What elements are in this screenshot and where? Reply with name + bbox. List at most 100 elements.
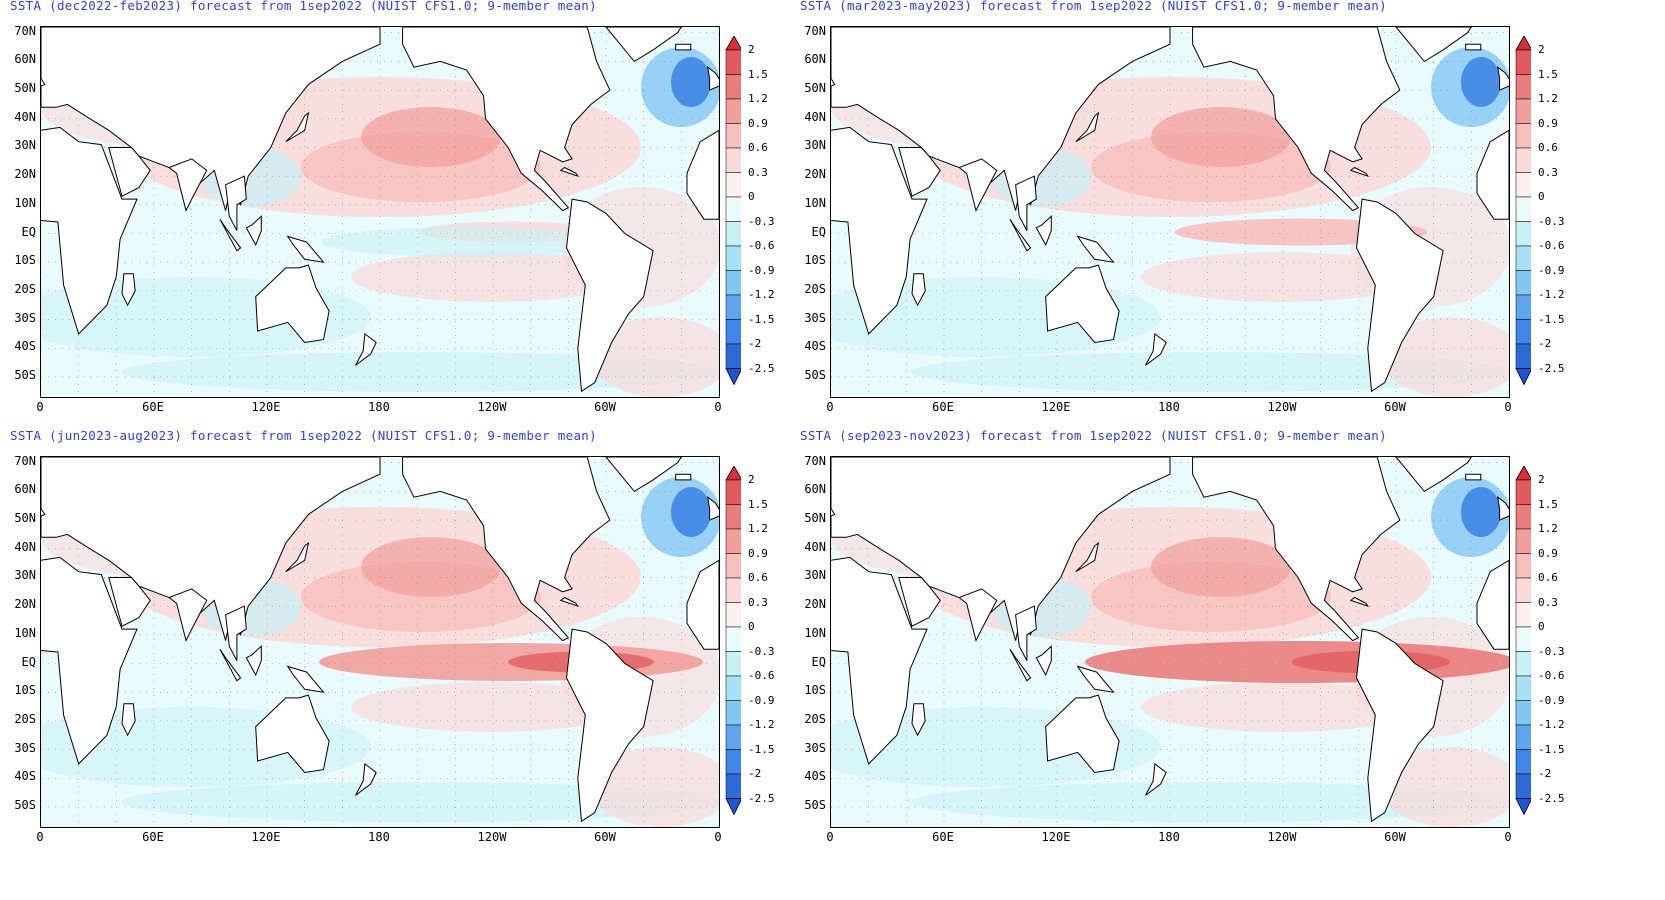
lon-tick-label: 120W [1267, 830, 1297, 844]
colorbar-segment [725, 270, 741, 296]
colorbar-segment [1515, 74, 1531, 100]
landmass-india [168, 588, 208, 643]
lon-tick-label: 0 [714, 400, 722, 414]
colorbar-label: -0.3 [748, 644, 775, 658]
landmass-africa2 [686, 559, 719, 650]
map-panel: SSTA (dec2022-feb2023) forecast from 1se… [0, 0, 830, 448]
colorbar-segment [1515, 343, 1531, 369]
landmass-australia [1045, 694, 1120, 774]
colorbar-label: 0.3 [748, 595, 768, 609]
lat-tick-label: 50N [14, 81, 36, 96]
lat-tick-label: 50N [14, 511, 36, 526]
landmass-arabia [898, 147, 941, 197]
colorbar [1515, 466, 1531, 816]
lat-tick-label: 70N [804, 453, 826, 468]
lon-tick-label: 180 [1158, 830, 1180, 844]
colorbar-label: 1.5 [1538, 67, 1558, 81]
colorbar-segment [1515, 651, 1531, 677]
landmass-eurasia [41, 27, 381, 211]
lon-tick-label: 180 [368, 830, 390, 844]
colorbar-label: 0.6 [1538, 141, 1558, 154]
colorbar-segment [1515, 724, 1531, 750]
lon-tick-label: 60E [142, 830, 164, 844]
lon-tick-label: 120E [1041, 830, 1071, 844]
colorbar-label: 1.5 [748, 67, 768, 81]
colorbar-label: -1.5 [1538, 742, 1565, 756]
colorbar-label: -1.2 [1538, 288, 1565, 301]
lon-tick-label: 120W [477, 400, 507, 414]
landmass-greenland [605, 27, 682, 63]
colorbar-label: -0.6 [1538, 239, 1565, 252]
lon-tick-label: 120E [251, 400, 281, 414]
landmass-borneo [245, 645, 262, 677]
colorbar-segment [1515, 479, 1531, 505]
colorbar-label: -1.5 [748, 312, 775, 326]
colorbar-segment [725, 700, 741, 726]
lat-tick-label: 30N [14, 138, 36, 153]
landmass-japan [1075, 541, 1100, 573]
landmass-png [286, 235, 325, 263]
lat-tick-label: 70N [14, 23, 36, 38]
landmass-png [1076, 235, 1115, 263]
lat-tick-label: 60N [14, 482, 36, 497]
colorbar-bottom-arrow [725, 368, 741, 386]
lon-tick-label: 180 [1158, 400, 1180, 414]
sst-anomaly-map [40, 456, 720, 828]
lat-tick-label: 20N [804, 167, 826, 182]
lon-tick-label: 60W [1384, 830, 1406, 844]
landmass-africa [41, 126, 138, 335]
panel-title: SSTA (sep2023-nov2023) forecast from 1se… [800, 428, 1387, 443]
lat-tick-label: 70N [14, 453, 36, 468]
landmass-arabia [108, 577, 151, 627]
landmass-borneo [245, 215, 262, 247]
landmass-australia [255, 694, 330, 774]
lat-tick-label: EQ [21, 654, 36, 669]
colorbar-segment [725, 724, 741, 750]
colorbar-label: 1.5 [748, 497, 768, 511]
lat-tick-label: 50S [804, 797, 826, 812]
landmass-iceland [1465, 473, 1482, 481]
landmass-cuba [1349, 596, 1370, 608]
lon-tick-label: 60E [932, 400, 954, 414]
colorbar-segment [725, 675, 741, 701]
colorbar-segment [1515, 98, 1531, 124]
colorbar-label: -0.6 [748, 669, 775, 682]
colorbar-segment [725, 577, 741, 603]
lat-tick-label: 60N [804, 482, 826, 497]
map-panel: SSTA (jun2023-aug2023) forecast from 1se… [0, 428, 830, 878]
colorbar-label: -0.3 [1538, 214, 1565, 228]
lat-tick-label: 20N [14, 167, 36, 182]
landmass-arabia [898, 577, 941, 627]
landmass-arabia [108, 147, 151, 197]
colorbar-segment [1515, 675, 1531, 701]
colorbar-label: -0.9 [1538, 693, 1565, 707]
colorbar-label: 0.9 [1538, 116, 1558, 130]
colorbar-label: 2 [748, 473, 755, 486]
lat-tick-label: 70N [804, 23, 826, 38]
lat-tick-label: 50S [14, 797, 36, 812]
lat-tick-label: 30N [804, 138, 826, 153]
colorbar-segment [725, 749, 741, 775]
map-canvas [831, 27, 1509, 397]
colorbar-segment [1515, 123, 1531, 149]
landmass-namerica [402, 457, 611, 642]
colorbar-segment [725, 221, 741, 247]
map-panel: SSTA (mar2023-may2023) forecast from 1se… [790, 0, 1620, 448]
landmass-india [168, 158, 208, 213]
colorbar-label: -1.2 [748, 718, 775, 731]
landmass-uk2 [706, 496, 719, 521]
lat-tick-label: 40N [804, 109, 826, 124]
colorbar-segment [725, 196, 741, 222]
sst-anomaly-map [830, 26, 1510, 398]
colorbar-top-arrow [1515, 36, 1531, 51]
lon-tick-label: 120W [477, 830, 507, 844]
lon-tick-label: 120E [1041, 400, 1071, 414]
lat-tick-label: 20N [14, 597, 36, 612]
colorbar-label: 1.2 [748, 522, 768, 535]
colorbar-label: 0.9 [1538, 546, 1558, 560]
colorbar-segment [1515, 773, 1531, 799]
landmass-samerica [565, 628, 654, 823]
colorbar-segment [725, 319, 741, 345]
colorbar-bottom-arrow [1515, 368, 1531, 386]
colorbar-label: -0.6 [1538, 669, 1565, 682]
